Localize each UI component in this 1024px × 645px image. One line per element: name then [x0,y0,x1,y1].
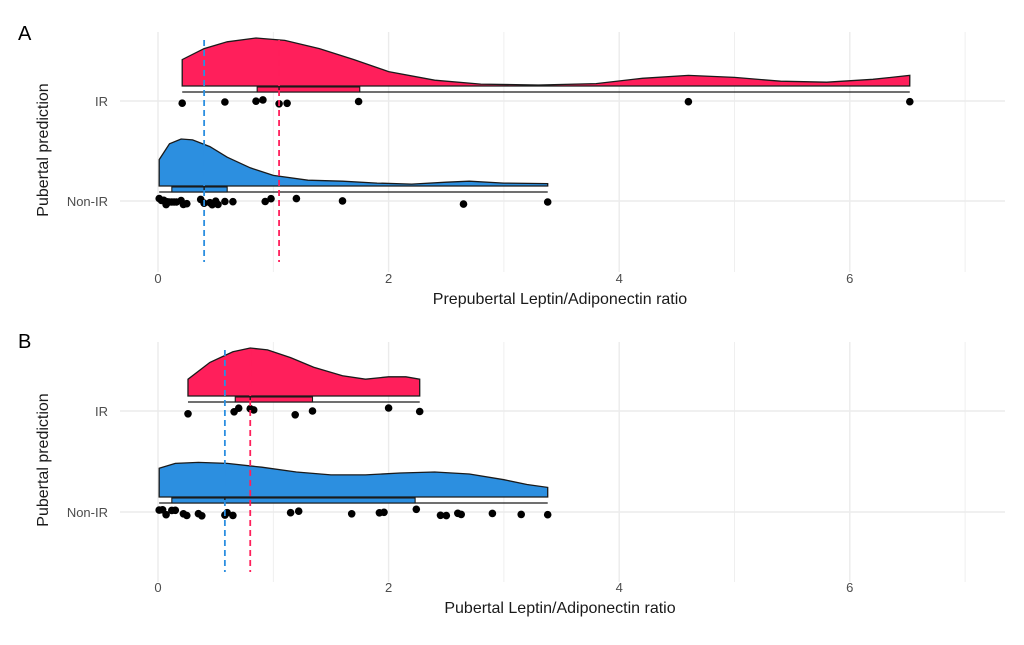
panel-b-point-nonir [488,509,497,518]
panel-b-point-ir [184,410,192,418]
panel-a-point-nonir [183,199,191,208]
panel-b-point-ir [249,406,258,414]
panel-b-x-tick-label: 6 [846,580,853,595]
panel-a-letter: A [18,23,32,45]
panel-a-y-tick-label: Non-IR [67,194,108,209]
panel-a-point-nonir [338,197,347,205]
panel-a-y-tick-label: IR [95,94,108,109]
panel-b-point-nonir [517,510,525,519]
panel-b-point-nonir [162,510,170,519]
panel-a-median-lines [203,40,280,262]
panel-a-boxes [159,86,910,193]
panel-b-point-ir [308,407,317,415]
panel-b-point-ir [384,404,393,412]
panel-b-densities [158,347,549,498]
panel-b-y-tick-label: IR [95,404,108,419]
panel-a-point-ir [354,97,363,106]
panel-a-x-axis-title: Prepubertal Leptin/Adiponectin ratio [433,291,687,308]
panel-b-points [155,404,552,520]
panel-a-point-ir [684,97,693,106]
panel-a-point-nonir [214,200,222,209]
panel-a-density-ir [181,37,911,87]
panel-a-y-ticks: IR Non-IR [67,94,108,209]
panel-a-point-ir [906,97,914,106]
panel-b-letter: B [18,331,31,353]
panel-b-boxes [159,396,548,504]
panel-b-point-nonir [412,505,421,514]
panel-a-point-nonir [292,194,301,203]
panel-b-median-lines [223,350,252,572]
panel-a-point-ir [178,99,186,107]
panel-b-x-ticks: 0 2 4 6 [154,580,853,595]
panel-b-y-ticks: IR Non-IR [67,404,108,520]
panel-b-point-nonir [183,511,191,520]
panel-b-point-nonir [442,511,451,520]
panel-b-y-axis-title: Pubertal prediction [35,393,52,526]
panel-b-density-nonir [158,461,549,498]
panel-b-x-tick-label: 4 [616,580,623,595]
panel-a-density-nonir [158,138,549,187]
panel-b-point-nonir [380,508,388,517]
panel-b-point-ir [415,407,424,416]
panel-a-x-tick-label: 2 [385,271,392,286]
panel-b-x-tick-label: 2 [385,580,392,595]
panel-a: A IR Non-IR 0 2 4 6 Prepubertal Leptin/Adipo… [18,23,1005,308]
panel-a-y-axis-title: Pubertal prediction [35,83,52,216]
panel-b-y-tick-label: Non-IR [67,505,108,520]
panel-b-point-ir [234,404,243,413]
panel-a-point-ir [252,97,260,105]
panel-b-point-nonir [543,510,552,519]
panel-b-point-nonir [436,511,445,520]
panel-a-box-ir [256,86,361,93]
panel-b-point-nonir [347,510,356,518]
panel-a-point-nonir [221,197,229,206]
panel-b-point-nonir [457,510,466,519]
panel-a-x-ticks: 0 2 4 6 [154,271,853,286]
panel-b-x-tick-label: 0 [154,580,161,595]
panel-a-point-ir [259,96,267,104]
panel-b-box-nonir [171,497,416,504]
panel-a-densities [158,37,911,187]
panel-b-point-nonir [286,508,295,517]
panel-b-point-nonir [198,512,206,520]
panel-b-box-ir [234,396,314,403]
panel-a-box-nonir [171,186,228,193]
panel-b-point-nonir [229,511,237,520]
panel-b-x-axis-title: Pubertal Leptin/Adiponectin ratio [444,600,675,617]
panel-a-x-tick-label: 4 [616,271,623,286]
panel-a-point-nonir [459,200,468,208]
panel-a-point-nonir [267,194,275,203]
panel-a-point-nonir [261,197,270,206]
panel-a-point-nonir [543,198,552,206]
panel-a-point-ir [221,98,229,106]
panel-b: B IR Non-IR 0 2 4 6 Pubertal Leptin/Adiponec… [18,331,1005,617]
panel-b-point-nonir [294,507,303,515]
panel-a-point-nonir [229,197,237,206]
panel-a-x-tick-label: 0 [154,271,161,286]
panel-b-density-ir [187,347,421,397]
panel-a-point-ir [283,99,291,108]
panel-a-x-tick-label: 6 [846,271,853,286]
panel-b-point-nonir [171,506,180,515]
panel-a-points [155,96,914,209]
panel-b-point-ir [291,411,300,419]
